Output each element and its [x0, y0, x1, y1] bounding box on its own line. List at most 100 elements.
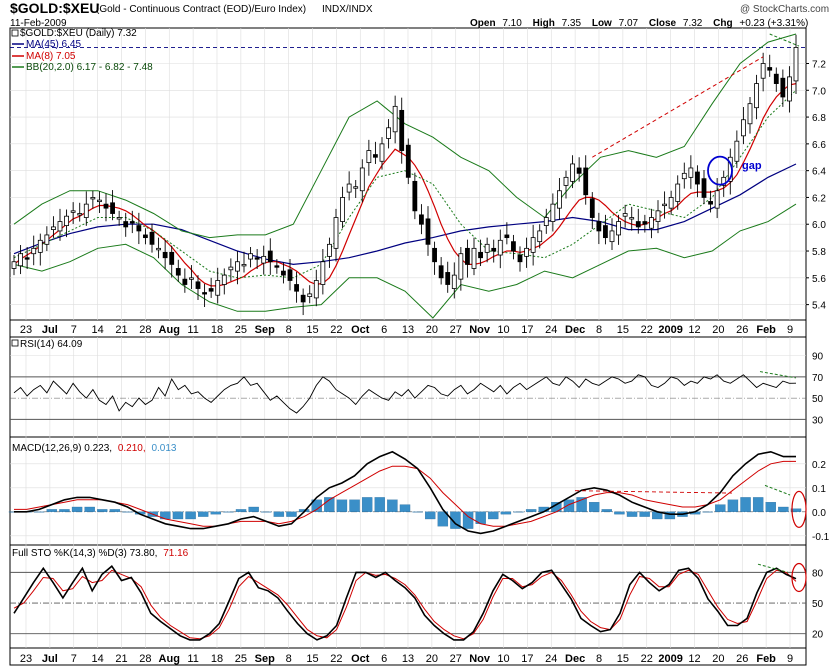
- candle-body: [116, 217, 122, 220]
- date-tick-bottom: 9: [787, 653, 793, 665]
- candle-body: [432, 247, 437, 263]
- series-macd-signal: [14, 460, 796, 527]
- date-tick-bottom: 13: [402, 653, 414, 665]
- date-tick-bottom: 2009: [658, 653, 682, 665]
- date-tick-bottom: 24: [545, 653, 557, 665]
- date-tick-bottom: 14: [92, 653, 104, 665]
- candle-body: [51, 226, 56, 230]
- date-tick-top: Jul: [42, 324, 58, 336]
- candle-body: [609, 230, 615, 243]
- macd-hist-legend: 0.013: [151, 443, 176, 454]
- candle-body: [747, 103, 753, 125]
- candle-body: [307, 293, 313, 297]
- candle-body: [215, 280, 221, 296]
- svg-text:MACD(12,26,9) 0.223, 0.210: MACD(12,26,9) 0.223, 0.210, 0.013: [12, 443, 177, 454]
- candle-body: [57, 221, 63, 232]
- candle-body: [110, 202, 115, 214]
- macd-hist-bar: [235, 509, 247, 512]
- price-tick: 6.6: [812, 140, 826, 151]
- date-tick-bottom: 6: [381, 653, 387, 665]
- candle-body: [708, 201, 713, 205]
- candle-body: [760, 63, 766, 79]
- date-tick-top: 9: [787, 324, 793, 336]
- candle-body: [162, 251, 168, 259]
- date-tick-bottom: Jul: [42, 653, 58, 665]
- macd-hist-bar: [412, 511, 423, 513]
- price-tick: 6.4: [812, 167, 826, 178]
- candle-body: [70, 210, 76, 213]
- candle-body: [24, 257, 30, 260]
- date-tick-top: 12: [688, 324, 700, 336]
- macd-hist-bar: [286, 511, 297, 517]
- price-tick: 5.6: [812, 274, 826, 285]
- candle-body: [44, 234, 50, 245]
- date-tick-bottom: 15: [617, 653, 629, 665]
- date-tick-top: 14: [92, 324, 104, 336]
- candle-body: [37, 239, 43, 253]
- date-tick-top: 21: [115, 324, 127, 336]
- macd-hist-bar: [715, 504, 726, 512]
- price-tick: 7.2: [812, 59, 826, 70]
- macd-divergence-line: [764, 484, 791, 496]
- candle-body: [274, 265, 280, 268]
- candle-body: [359, 167, 365, 192]
- candle-body: [208, 288, 214, 292]
- candle-body: [471, 247, 477, 269]
- macd-hist-bar: [324, 497, 335, 512]
- candle-body: [136, 225, 142, 232]
- price-tick: 6.2: [812, 193, 826, 204]
- date-tick-bottom: 17: [521, 653, 533, 665]
- candle-body: [202, 292, 207, 295]
- macd-hist-bar: [450, 511, 461, 529]
- candle-body: [189, 277, 194, 280]
- date-tick-top: 15: [617, 324, 629, 336]
- candle-body: [741, 119, 746, 137]
- candle-body: [773, 73, 779, 84]
- rsi-legend: RSI(14) 64.09: [20, 339, 83, 350]
- candle-body: [445, 272, 451, 285]
- date-tick-top: 20: [712, 324, 724, 336]
- price-tick: 5.8: [812, 247, 826, 258]
- candle-body: [504, 234, 510, 239]
- high-value: 7.35: [562, 18, 582, 29]
- macd-tick: 0.2: [812, 460, 826, 471]
- macd-hist-bar: [349, 499, 360, 512]
- candle-body: [695, 171, 700, 185]
- candle-body: [675, 183, 681, 202]
- date-tick-top: 8: [596, 324, 602, 336]
- date-tick-bottom: 20: [426, 653, 438, 665]
- candle-body: [248, 253, 253, 260]
- candle-body: [668, 197, 674, 209]
- date-tick-bottom: Nov: [469, 653, 491, 665]
- trend-line-green: [769, 33, 800, 47]
- candle-body: [313, 280, 319, 299]
- candle-body: [281, 270, 286, 276]
- date-tick-top: 22: [330, 324, 342, 336]
- date-tick-bottom: 18: [211, 653, 223, 665]
- candle-body: [622, 213, 628, 217]
- bb-legend: BB(20,2.0) 6.17 - 6.82 - 7.48: [26, 62, 153, 73]
- candle-body: [517, 254, 523, 263]
- candle-body: [780, 77, 786, 98]
- date-tick-top: 22: [641, 324, 653, 336]
- candle-body: [734, 140, 740, 162]
- macd-hist-bar: [185, 511, 196, 520]
- candle-body: [261, 255, 267, 264]
- date-tick-bottom: 10: [497, 653, 509, 665]
- candle-body: [373, 154, 378, 158]
- date-tick-top: 20: [426, 324, 438, 336]
- candle-body: [392, 105, 398, 133]
- date-tick-top: Sep: [255, 324, 275, 336]
- macd-hist-bar: [639, 511, 650, 517]
- series-bb-middle: [13, 89, 797, 279]
- macd-hist-bar: [361, 497, 373, 512]
- date-tick-bottom: Oct: [351, 653, 370, 665]
- macd-hist-bar: [261, 511, 272, 513]
- candle-body: [635, 221, 641, 228]
- price-series: [10, 33, 806, 319]
- candle-body: [143, 234, 148, 239]
- macd-hist-bar: [97, 509, 108, 512]
- macd-hist-bar: [172, 511, 184, 520]
- candle-body: [254, 257, 260, 260]
- candle-body: [616, 221, 621, 236]
